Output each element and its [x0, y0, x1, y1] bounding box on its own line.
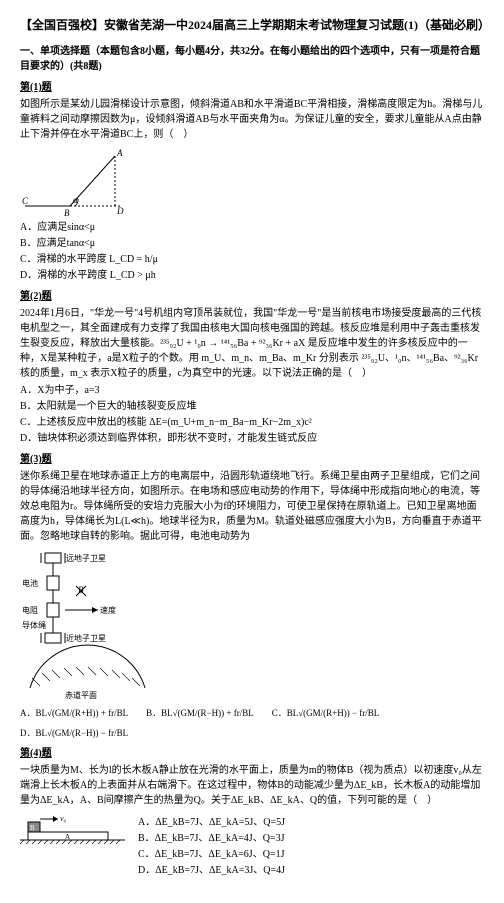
- q3-option-d: D．BL√(GM/(R−H)) − fr/BL: [20, 727, 128, 741]
- svg-text:A: A: [116, 148, 123, 158]
- q3-stem: 迷你系绳卫星在地球赤道正上方的电离层中，沿圆形轨道绕地飞行。系绳卫星由两子卫星组…: [20, 469, 484, 544]
- q1-option-a: A．应满足sinα<μ: [20, 220, 484, 235]
- svg-text:赤道平面: 赤道平面: [65, 690, 97, 700]
- svg-text:速度: 速度: [100, 605, 116, 615]
- q2-option-c: C．上述核反应中放出的核能 ΔE=(m_U+m_n−m_Ba−m_Kr−2m_x…: [20, 415, 484, 430]
- q4-options: A．ΔE_kB=7J、ΔE_kA=5J、Q=5J B．ΔE_kB=7J、ΔE_k…: [138, 814, 484, 879]
- q2-option-a: A．X为中子，a=3: [20, 383, 484, 398]
- q4-stem: 一块质量为M、长为l的长木板A静止放在光滑的水平面上，质量为m的物体B（视为质点…: [20, 763, 484, 808]
- q4-option-b: B．ΔE_kB=7J、ΔE_kA=4J、Q=3J: [138, 831, 484, 846]
- svg-text:B: B: [30, 824, 35, 832]
- q1-option-d: D．滑梯的水平跨度 L_CD > μh: [20, 268, 484, 283]
- svg-text:电阻: 电阻: [22, 605, 38, 615]
- q1-option-b: B．应满足tanα<μ: [20, 236, 484, 251]
- q3-option-a: A．BL√(GM/(R+H)) + fr/BL: [20, 707, 128, 721]
- q4-figure: B A v₀: [20, 812, 130, 852]
- q2-option-d: D．铀块体积必须达到临界体积，即形状不变时，才能发生链式反应: [20, 431, 484, 446]
- q4-number: 第(4)题: [20, 746, 484, 761]
- svg-text:近地子卫星: 近地子卫星: [66, 633, 106, 643]
- svg-text:导体绳: 导体绳: [22, 620, 46, 630]
- q1-option-c: C．滑梯的水平跨度 L_CD = h/μ: [20, 252, 484, 267]
- svg-text:B: B: [64, 208, 70, 216]
- q2-number: 第(2)题: [20, 289, 484, 304]
- svg-text:电池: 电池: [22, 578, 38, 588]
- q4-option-a: A．ΔE_kB=7J、ΔE_kA=5J、Q=5J: [138, 815, 484, 830]
- q2-option-b: B．太阳就是一个巨大的轴核裂变反应堆: [20, 399, 484, 414]
- q2-stem: 2024年1月6日，"华龙一号"4号机组内穹顶吊装就位，我国"华龙一号"是当前核…: [20, 306, 484, 381]
- q3-options: A．BL√(GM/(R+H)) + fr/BL B．BL√(GM/(R−H)) …: [20, 707, 484, 740]
- q1-options: A．应满足sinα<μ B．应满足tanα<μ C．滑梯的水平跨度 L_CD =…: [20, 220, 484, 283]
- svg-text:远地子卫星: 远地子卫星: [66, 553, 106, 563]
- q1-figure: C B α A D: [20, 146, 484, 216]
- q3-option-c: C．BL√(GM/(R+H)) − fr/BL: [272, 707, 380, 721]
- q3-option-b: B．BL√(GM/(R−H)) + fr/BL: [146, 707, 254, 721]
- svg-text:C: C: [22, 196, 29, 206]
- q3-number: 第(3)题: [20, 452, 484, 467]
- svg-text:D: D: [116, 206, 124, 216]
- q4-option-d: D．ΔE_kB=7J、ΔE_kA=3J、Q=4J: [138, 863, 484, 878]
- q2-options: A．X为中子，a=3 B．太阳就是一个巨大的轴核裂变反应堆 C．上述核反应中放出…: [20, 383, 484, 446]
- q1-number: 第(1)题: [20, 80, 484, 95]
- svg-text:v₀: v₀: [60, 814, 67, 823]
- q4-option-c: C．ΔE_kB=7J、ΔE_kA=6J、Q=1J: [138, 847, 484, 862]
- section-heading: 一、单项选择题（本题包含8小题，每小题4分，共32分。在每小题给出的四个选项中，…: [20, 44, 484, 74]
- q1-stem: 如图所示是某幼儿园滑梯设计示意图，倾斜滑道AB和水平滑道BC平滑相接，滑梯高度限…: [20, 97, 484, 142]
- q3-figure: 远地子卫星 电池 电阻 导体绳 近地子卫星 速度 B 赤道平面: [20, 548, 484, 703]
- page-title: 【全国百强校】安徽省芜湖一中2024届高三上学期期末考试物理复习试题(1)（基础…: [20, 16, 484, 34]
